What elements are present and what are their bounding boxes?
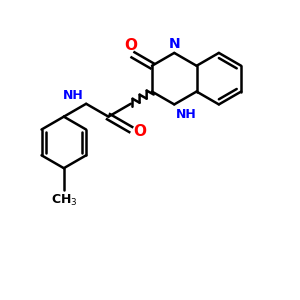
Text: NH: NH bbox=[176, 108, 197, 122]
Text: O: O bbox=[124, 38, 137, 53]
Text: O: O bbox=[134, 124, 147, 139]
Text: NH: NH bbox=[62, 89, 83, 102]
Text: CH$_3$: CH$_3$ bbox=[50, 193, 77, 208]
Text: N: N bbox=[168, 37, 180, 51]
